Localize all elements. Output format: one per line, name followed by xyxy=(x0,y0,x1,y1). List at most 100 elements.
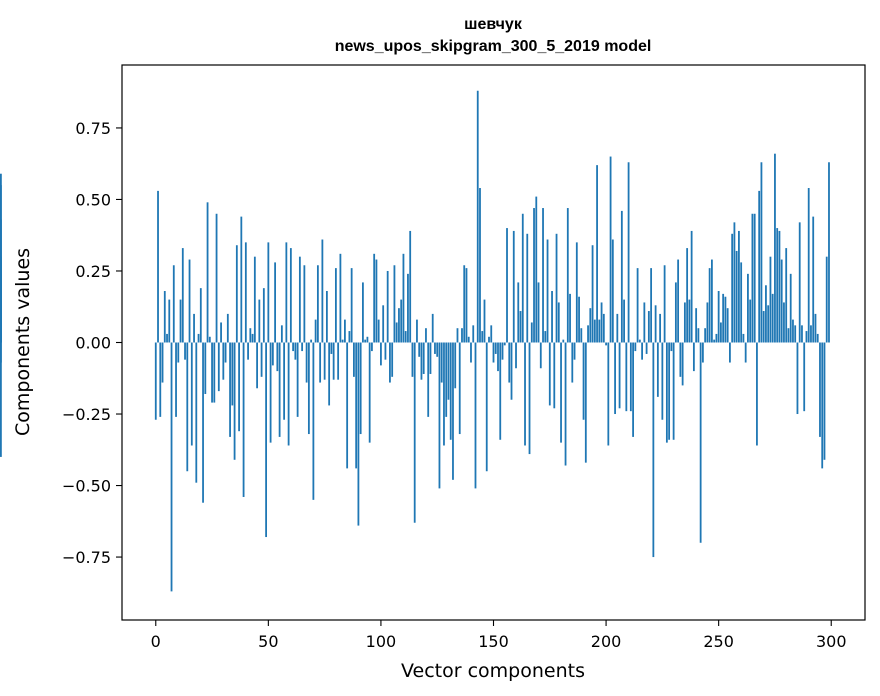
bar xyxy=(380,342,382,366)
bar xyxy=(235,245,238,343)
bar xyxy=(467,336,470,343)
bar xyxy=(692,342,695,372)
bar xyxy=(416,319,418,343)
bar xyxy=(697,328,700,343)
bar xyxy=(557,302,560,343)
bar xyxy=(668,342,671,440)
bar xyxy=(573,342,576,360)
bar xyxy=(479,188,481,343)
bar xyxy=(747,273,749,343)
bar xyxy=(386,270,389,343)
x-tick-label: 0 xyxy=(151,632,161,651)
bar xyxy=(530,322,533,343)
bar xyxy=(625,342,628,412)
bar xyxy=(566,208,569,343)
bar xyxy=(659,313,662,343)
bar xyxy=(359,342,362,435)
bar xyxy=(476,90,479,343)
bar xyxy=(555,233,558,343)
bar-series xyxy=(0,90,830,592)
x-tick-label: 300 xyxy=(816,632,847,651)
bar xyxy=(542,208,544,343)
bar xyxy=(181,248,184,343)
bar xyxy=(316,265,319,343)
bar xyxy=(521,213,524,343)
bar xyxy=(407,273,409,343)
y-tick-label: −0.25 xyxy=(62,405,111,424)
bar xyxy=(384,342,387,360)
bar xyxy=(449,342,452,440)
bar xyxy=(544,331,547,343)
bar xyxy=(539,342,542,369)
bar xyxy=(276,342,279,372)
bar xyxy=(364,339,367,343)
bar xyxy=(641,342,643,360)
bar xyxy=(508,342,511,383)
bar xyxy=(638,339,641,343)
bar xyxy=(377,319,380,343)
bar xyxy=(253,256,256,343)
bar xyxy=(267,242,270,343)
bar xyxy=(373,253,376,343)
bar xyxy=(517,282,520,343)
bar xyxy=(413,342,416,523)
bar xyxy=(278,342,281,437)
bar xyxy=(742,333,745,343)
bar xyxy=(596,165,598,343)
bar xyxy=(751,213,754,343)
y-tick-label: 0.75 xyxy=(75,119,111,138)
bar xyxy=(618,342,621,409)
bar xyxy=(353,342,355,377)
bar xyxy=(578,296,580,343)
bar xyxy=(325,291,328,343)
bar xyxy=(242,342,245,497)
bar xyxy=(740,262,743,343)
bar xyxy=(720,322,722,343)
bar xyxy=(220,322,222,343)
bar xyxy=(735,250,738,343)
bar xyxy=(796,342,799,415)
bar xyxy=(681,342,684,386)
bar xyxy=(240,216,243,343)
bar xyxy=(643,302,646,343)
bar xyxy=(409,230,412,343)
bar xyxy=(699,342,702,543)
bar xyxy=(776,228,779,343)
bar xyxy=(440,342,443,383)
bar xyxy=(292,342,295,352)
bar xyxy=(602,313,605,343)
bar xyxy=(789,273,792,343)
bar xyxy=(447,342,450,400)
bar xyxy=(260,342,263,377)
bar xyxy=(344,319,346,343)
bar xyxy=(605,342,607,346)
bar xyxy=(438,342,441,489)
bar xyxy=(303,265,306,343)
bar xyxy=(166,333,168,343)
bar xyxy=(780,259,783,343)
bar xyxy=(690,230,693,343)
bar xyxy=(233,342,236,460)
bar xyxy=(199,288,202,343)
bar xyxy=(571,342,574,383)
bar xyxy=(620,210,623,343)
bar xyxy=(402,253,405,343)
chart-subtitle: news_upos_skipgram_300_5_2019 model xyxy=(335,38,652,55)
bar xyxy=(713,339,716,343)
bar xyxy=(177,342,180,363)
bar xyxy=(679,342,682,377)
bar xyxy=(362,282,364,343)
bar xyxy=(724,296,727,343)
bar xyxy=(287,342,290,446)
bar xyxy=(271,342,274,366)
bar xyxy=(524,342,526,446)
bar xyxy=(443,342,445,446)
bar xyxy=(332,342,335,380)
bar xyxy=(170,342,173,592)
bar xyxy=(456,328,459,343)
bar xyxy=(202,342,204,503)
bar xyxy=(280,325,283,343)
bar xyxy=(677,259,680,343)
bar xyxy=(157,190,159,343)
bar xyxy=(184,342,186,360)
